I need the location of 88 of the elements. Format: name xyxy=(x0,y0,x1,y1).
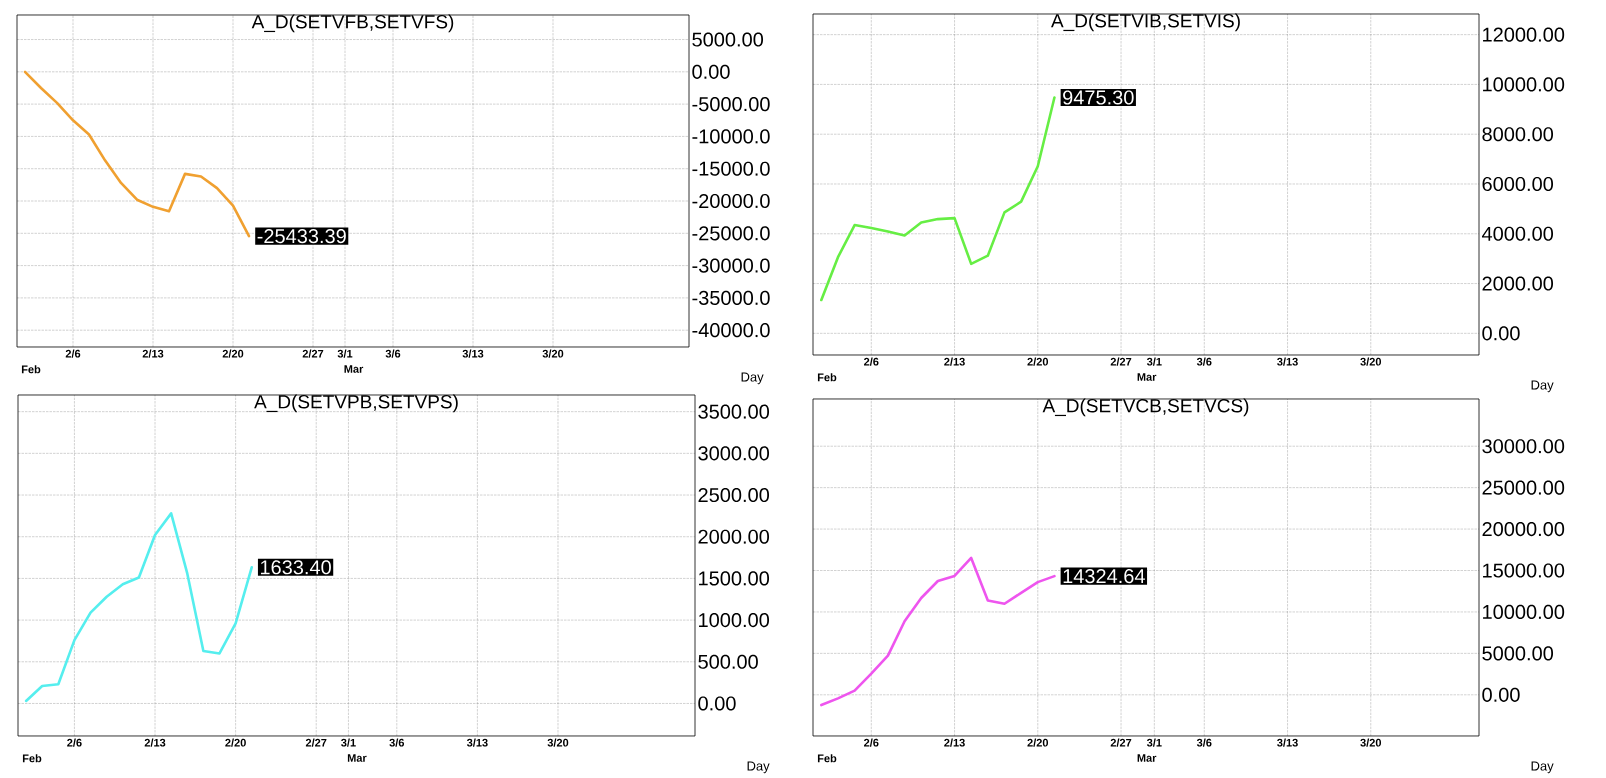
y-tick-label: 20000.00 xyxy=(1482,522,1565,537)
x-tick-label: 2/6 xyxy=(67,738,82,747)
y-tick-label: 30000.00 xyxy=(1482,439,1565,454)
text: Feb xyxy=(22,754,42,763)
x-tick-label: 3/20 xyxy=(1360,357,1382,366)
x-axis-title: Day xyxy=(1531,380,1554,393)
line-series xyxy=(23,70,251,238)
line-series xyxy=(820,556,1056,707)
y-tick-label: -35000.0 xyxy=(692,290,770,305)
x-tick-label: 3/13 xyxy=(466,738,488,747)
text: Mar xyxy=(347,754,367,762)
y-tick-label: -40000.0 xyxy=(692,323,770,338)
y-tick-label: 500.00 xyxy=(698,654,758,669)
x-tick-label: 2/20 xyxy=(1027,738,1049,747)
y-tick-label: 25000.00 xyxy=(1482,480,1565,495)
x-tick-label: 2/6 xyxy=(864,738,879,747)
y-tick-label: 10000.00 xyxy=(1483,604,1565,620)
x-tick-label: 3/20 xyxy=(1360,738,1382,747)
y-tick-label: -25000.0 xyxy=(692,226,770,241)
x-tick-label: 2/27 xyxy=(1110,738,1132,747)
x-tick-label: 3/1 xyxy=(341,738,356,747)
y-tick-label: -20000.0 xyxy=(692,193,770,209)
x-axis-title: Day xyxy=(1531,761,1554,774)
y-tick-label: 0.00 xyxy=(1482,326,1520,341)
x-tick-label: 2/13 xyxy=(944,738,965,747)
x-tick-label: 2/27 xyxy=(1110,357,1132,366)
y-tick-label: 15000.00 xyxy=(1483,563,1565,578)
x-tick-label: 2/20 xyxy=(222,349,244,358)
data-label: 14324.64 xyxy=(1063,569,1145,584)
data-label: 1633.40 xyxy=(260,560,331,575)
x-tick-label: 3/6 xyxy=(389,738,405,747)
x-axis-title: Day xyxy=(747,761,770,774)
x-tick-label: 3/6 xyxy=(1196,738,1212,747)
text: Feb xyxy=(817,373,837,382)
y-tick-label: -15000.0 xyxy=(692,161,770,176)
chart-title: A_D(SETVIB,SETVIS) xyxy=(1051,13,1240,32)
x-tick-label: 2/6 xyxy=(65,349,81,358)
y-tick-label: 0.00 xyxy=(692,64,730,79)
text: Feb xyxy=(817,754,837,763)
y-tick-label: 12000.00 xyxy=(1483,27,1565,42)
chart-title: A_D(SETVFB,SETVFS) xyxy=(251,14,454,33)
y-tick-label: 5000.00 xyxy=(1482,646,1554,661)
x-tick-label: 2/6 xyxy=(864,357,879,366)
line-series xyxy=(820,96,1056,302)
chart-title: A_D(SETVCB,SETVCS) xyxy=(1042,398,1249,417)
y-tick-label: 1500.00 xyxy=(699,571,770,586)
text: Feb xyxy=(21,365,41,374)
y-tick-label: 4000.00 xyxy=(1481,226,1554,241)
y-tick-label: 0.00 xyxy=(698,696,736,711)
x-tick-label: 2/20 xyxy=(225,738,246,747)
y-tick-label: 3000.00 xyxy=(698,446,770,461)
y-tick-label: -5000.00 xyxy=(692,97,770,112)
x-tick-label: 2/13 xyxy=(944,357,965,366)
data-label: -25433.39 xyxy=(257,229,346,244)
y-tick-label: 8000.00 xyxy=(1482,127,1554,142)
y-tick-label: 2500.00 xyxy=(698,487,770,503)
text: Mar xyxy=(1137,754,1157,762)
line-series xyxy=(24,512,254,703)
y-tick-label: -10000.0 xyxy=(692,129,770,144)
y-tick-label: 0.00 xyxy=(1482,687,1520,702)
text: Mar xyxy=(344,365,364,373)
x-tick-label: 2/13 xyxy=(142,349,164,358)
x-tick-label: 3/6 xyxy=(1196,357,1212,366)
x-tick-label: 2/27 xyxy=(305,738,327,747)
x-tick-label: 3/13 xyxy=(462,349,484,358)
y-tick-label: 3500.00 xyxy=(698,404,770,419)
x-tick-label: 3/13 xyxy=(1277,738,1298,747)
y-tick-label: 10000.00 xyxy=(1483,77,1565,92)
x-tick-label: 3/1 xyxy=(1146,357,1162,366)
y-tick-label: 1000.00 xyxy=(699,613,770,628)
x-tick-label: 2/13 xyxy=(144,738,166,747)
x-tick-label: 2/20 xyxy=(1027,357,1049,366)
data-label: 9475.30 xyxy=(1063,90,1134,105)
chart-title: A_D(SETVPB,SETVPS) xyxy=(254,394,458,413)
text: Mar xyxy=(1137,373,1157,381)
x-tick-label: 3/1 xyxy=(1146,738,1162,747)
x-axis-title: Day xyxy=(741,372,764,385)
x-tick-label: 3/20 xyxy=(542,349,564,358)
y-tick-label: 2000.00 xyxy=(698,529,770,544)
y-tick-label: 5000.00 xyxy=(692,32,764,47)
x-tick-label: 3/1 xyxy=(337,349,353,358)
y-tick-label: 2000.00 xyxy=(1482,276,1554,291)
y-tick-label: 6000.00 xyxy=(1482,176,1554,192)
x-tick-label: 3/6 xyxy=(385,349,401,358)
x-tick-label: 3/13 xyxy=(1277,357,1298,366)
y-tick-label: -30000.0 xyxy=(692,258,770,273)
x-tick-label: 3/20 xyxy=(547,738,569,747)
x-tick-label: 2/27 xyxy=(302,349,324,358)
